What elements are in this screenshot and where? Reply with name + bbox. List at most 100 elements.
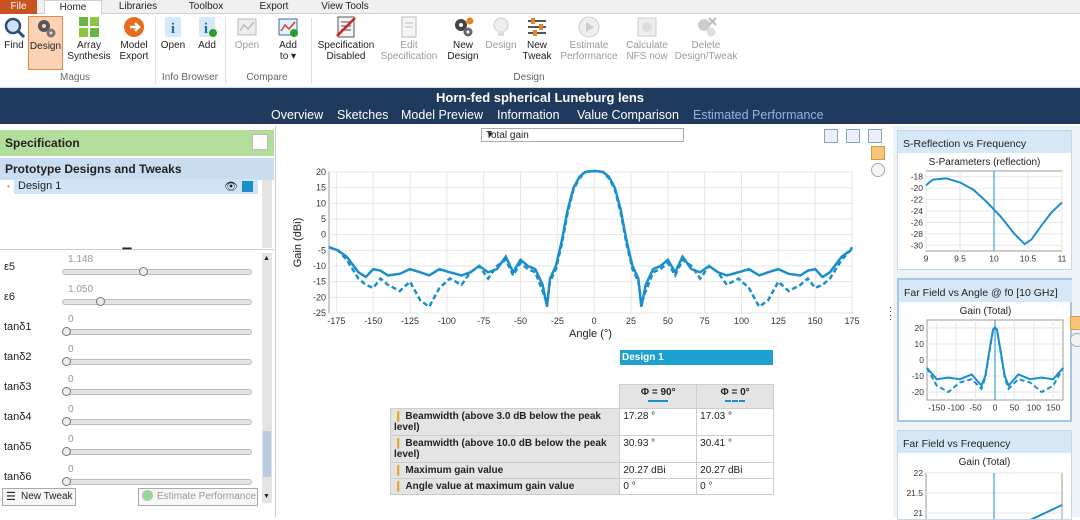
- row-label: Beamwidth (above 10.0 dB below the peak …: [394, 438, 607, 460]
- y-tick-label: -15: [313, 277, 326, 287]
- parameter-slider-thumb[interactable]: [62, 417, 71, 426]
- delete-design-button[interactable]: Delete Design/Tweak: [674, 16, 738, 62]
- parameter-slider-track[interactable]: [62, 479, 252, 485]
- estimate-performance-button[interactable]: Estimate Performance: [138, 488, 258, 506]
- parameter-value[interactable]: 0: [68, 464, 74, 475]
- eye-icon[interactable]: 👁: [224, 181, 238, 193]
- parameter-slider-track[interactable]: [62, 389, 252, 395]
- y-tick-label: -25: [313, 308, 326, 318]
- export-image-icon[interactable]: [871, 146, 885, 160]
- parameter-value[interactable]: 0: [68, 374, 74, 385]
- parameter-slider-thumb[interactable]: [62, 387, 71, 396]
- design-mode-button[interactable]: Design: [28, 16, 63, 70]
- design-list-item[interactable]: Design 1 👁: [14, 179, 258, 194]
- parameter-slider-track[interactable]: [62, 269, 252, 275]
- specification-edit-icon[interactable]: [252, 134, 268, 150]
- parameter-slider-thumb[interactable]: [62, 327, 71, 336]
- nav-model-preview[interactable]: Model Preview: [401, 108, 483, 122]
- parameter-value[interactable]: 0: [68, 314, 74, 325]
- table-view-icon[interactable]: [846, 129, 860, 143]
- new-design-button[interactable]: New Design: [446, 16, 480, 62]
- edit-specification-button[interactable]: Edit Specification: [380, 16, 438, 62]
- scroll-up-icon[interactable]: ▲: [263, 255, 270, 262]
- scroll-down-icon[interactable]: ▼: [263, 493, 270, 500]
- value-cell: 30.93 °: [619, 435, 698, 463]
- tab-libraries[interactable]: Libraries: [118, 1, 158, 12]
- params-scrollbar[interactable]: ▲ ▼: [262, 253, 272, 503]
- hamburger-icon: ☰: [6, 491, 16, 503]
- design-bulb-button[interactable]: Design: [484, 16, 518, 51]
- find-button[interactable]: Find: [2, 16, 26, 51]
- parameter-slider-thumb[interactable]: [96, 297, 106, 306]
- plot-type-select[interactable]: Total gain ▼: [481, 128, 684, 142]
- tab-export[interactable]: Export: [259, 1, 289, 12]
- parameter-value[interactable]: 0: [68, 434, 74, 445]
- parameter-value[interactable]: 0: [68, 404, 74, 415]
- y-tick-label: -10: [912, 371, 925, 381]
- params-scroll-thumb[interactable]: [263, 431, 271, 477]
- tab-toolbox[interactable]: Toolbox: [188, 1, 224, 12]
- calculate-nfs-button[interactable]: Calculate NFS now: [624, 16, 670, 62]
- settings-icon[interactable]: [1070, 333, 1080, 347]
- array-synthesis-button[interactable]: Array Synthesis: [67, 16, 111, 62]
- export-image-icon[interactable]: [1070, 316, 1080, 330]
- settings-icon[interactable]: [871, 163, 885, 177]
- s-reflection-title: S-Reflection vs Frequency: [898, 131, 1071, 153]
- nav-information[interactable]: Information: [497, 108, 560, 122]
- s-reflection-panel[interactable]: S-Reflection vs Frequency S-Parameters (…: [897, 130, 1072, 270]
- model-export-button[interactable]: Model Export: [116, 16, 152, 62]
- value-cell: 0 °: [696, 478, 774, 495]
- far-field-angle-panel[interactable]: Far Field vs Angle @ f0 [10 GHz] Gain (T…: [897, 278, 1072, 422]
- info-add-button[interactable]: i Add: [193, 16, 221, 51]
- parameter-slider-track[interactable]: [62, 329, 252, 335]
- parameter-value[interactable]: 1.148: [68, 254, 94, 265]
- parameter-slider-track[interactable]: [62, 449, 252, 455]
- edit-spec-label-1: Edit: [400, 40, 418, 51]
- far-field-frequency-panel[interactable]: Far Field vs Frequency Gain (Total) 22 21…: [897, 430, 1072, 520]
- delete-label-1: Delete: [691, 40, 721, 51]
- parameter-value[interactable]: 1.050: [68, 284, 94, 295]
- specification-disabled-button[interactable]: Specification Disabled: [316, 16, 376, 62]
- new-tweak-label-2: Tweak: [522, 51, 552, 62]
- estimate-performance-label: Estimate Performance: [157, 491, 256, 502]
- info-open-button[interactable]: i Open: [159, 16, 187, 51]
- y-tick-label: -30: [911, 240, 924, 250]
- value-cell: 17.03 °: [696, 408, 774, 436]
- estimate-label-1: Estimate: [569, 40, 609, 51]
- specification-header[interactable]: Specification: [0, 130, 274, 156]
- new-tweak-ribbon-button[interactable]: New Tweak: [522, 16, 552, 62]
- nav-overview[interactable]: Overview: [271, 108, 324, 122]
- plot-view-icon[interactable]: [868, 129, 882, 143]
- parameter-value[interactable]: 0: [68, 344, 74, 355]
- parameter-name: tanδ2: [4, 351, 32, 363]
- parameter-slider-thumb[interactable]: [62, 477, 71, 486]
- info-add-icon: i: [196, 16, 218, 38]
- parameter-row: tanδ5 0: [0, 433, 260, 463]
- compare-add-to-button[interactable]: Add to ▾: [273, 16, 303, 62]
- parameter-slider-track[interactable]: [62, 299, 252, 305]
- nav-estimated-performance[interactable]: Estimated Performance: [693, 108, 824, 122]
- parameter-slider-thumb[interactable]: [139, 267, 149, 276]
- splitter-grip-icon[interactable]: •••••: [122, 244, 132, 253]
- parameter-slider-track[interactable]: [62, 419, 252, 425]
- y-tick-label: -20: [313, 292, 326, 302]
- parameter-slider-thumb[interactable]: [62, 447, 71, 456]
- x-tick-label: 10.5: [1020, 254, 1037, 264]
- designs-scrollbar[interactable]: [262, 180, 272, 248]
- nav-sketches[interactable]: Sketches: [337, 108, 389, 122]
- parameter-name: tanδ3: [4, 381, 32, 393]
- splitter-grip-icon[interactable]: · · · ·: [889, 302, 893, 325]
- chart-view-icon[interactable]: [824, 129, 838, 143]
- x-tick-label: -150: [928, 403, 945, 413]
- tab-file[interactable]: File: [0, 0, 37, 14]
- parameter-slider-track[interactable]: [62, 359, 252, 365]
- tab-home[interactable]: Home: [44, 0, 102, 15]
- tab-view-tools[interactable]: View Tools: [321, 1, 369, 12]
- parameter-slider-thumb[interactable]: [62, 357, 71, 366]
- new-tweak-button[interactable]: ☰ New Tweak: [2, 488, 76, 506]
- compare-open-button[interactable]: Open: [232, 16, 262, 51]
- solid-line-legend: [648, 400, 669, 402]
- estimate-performance-ribbon-button[interactable]: Estimate Performance: [560, 16, 618, 62]
- nav-value-comparison[interactable]: Value Comparison: [577, 108, 679, 122]
- parameter-name: tanδ4: [4, 411, 32, 423]
